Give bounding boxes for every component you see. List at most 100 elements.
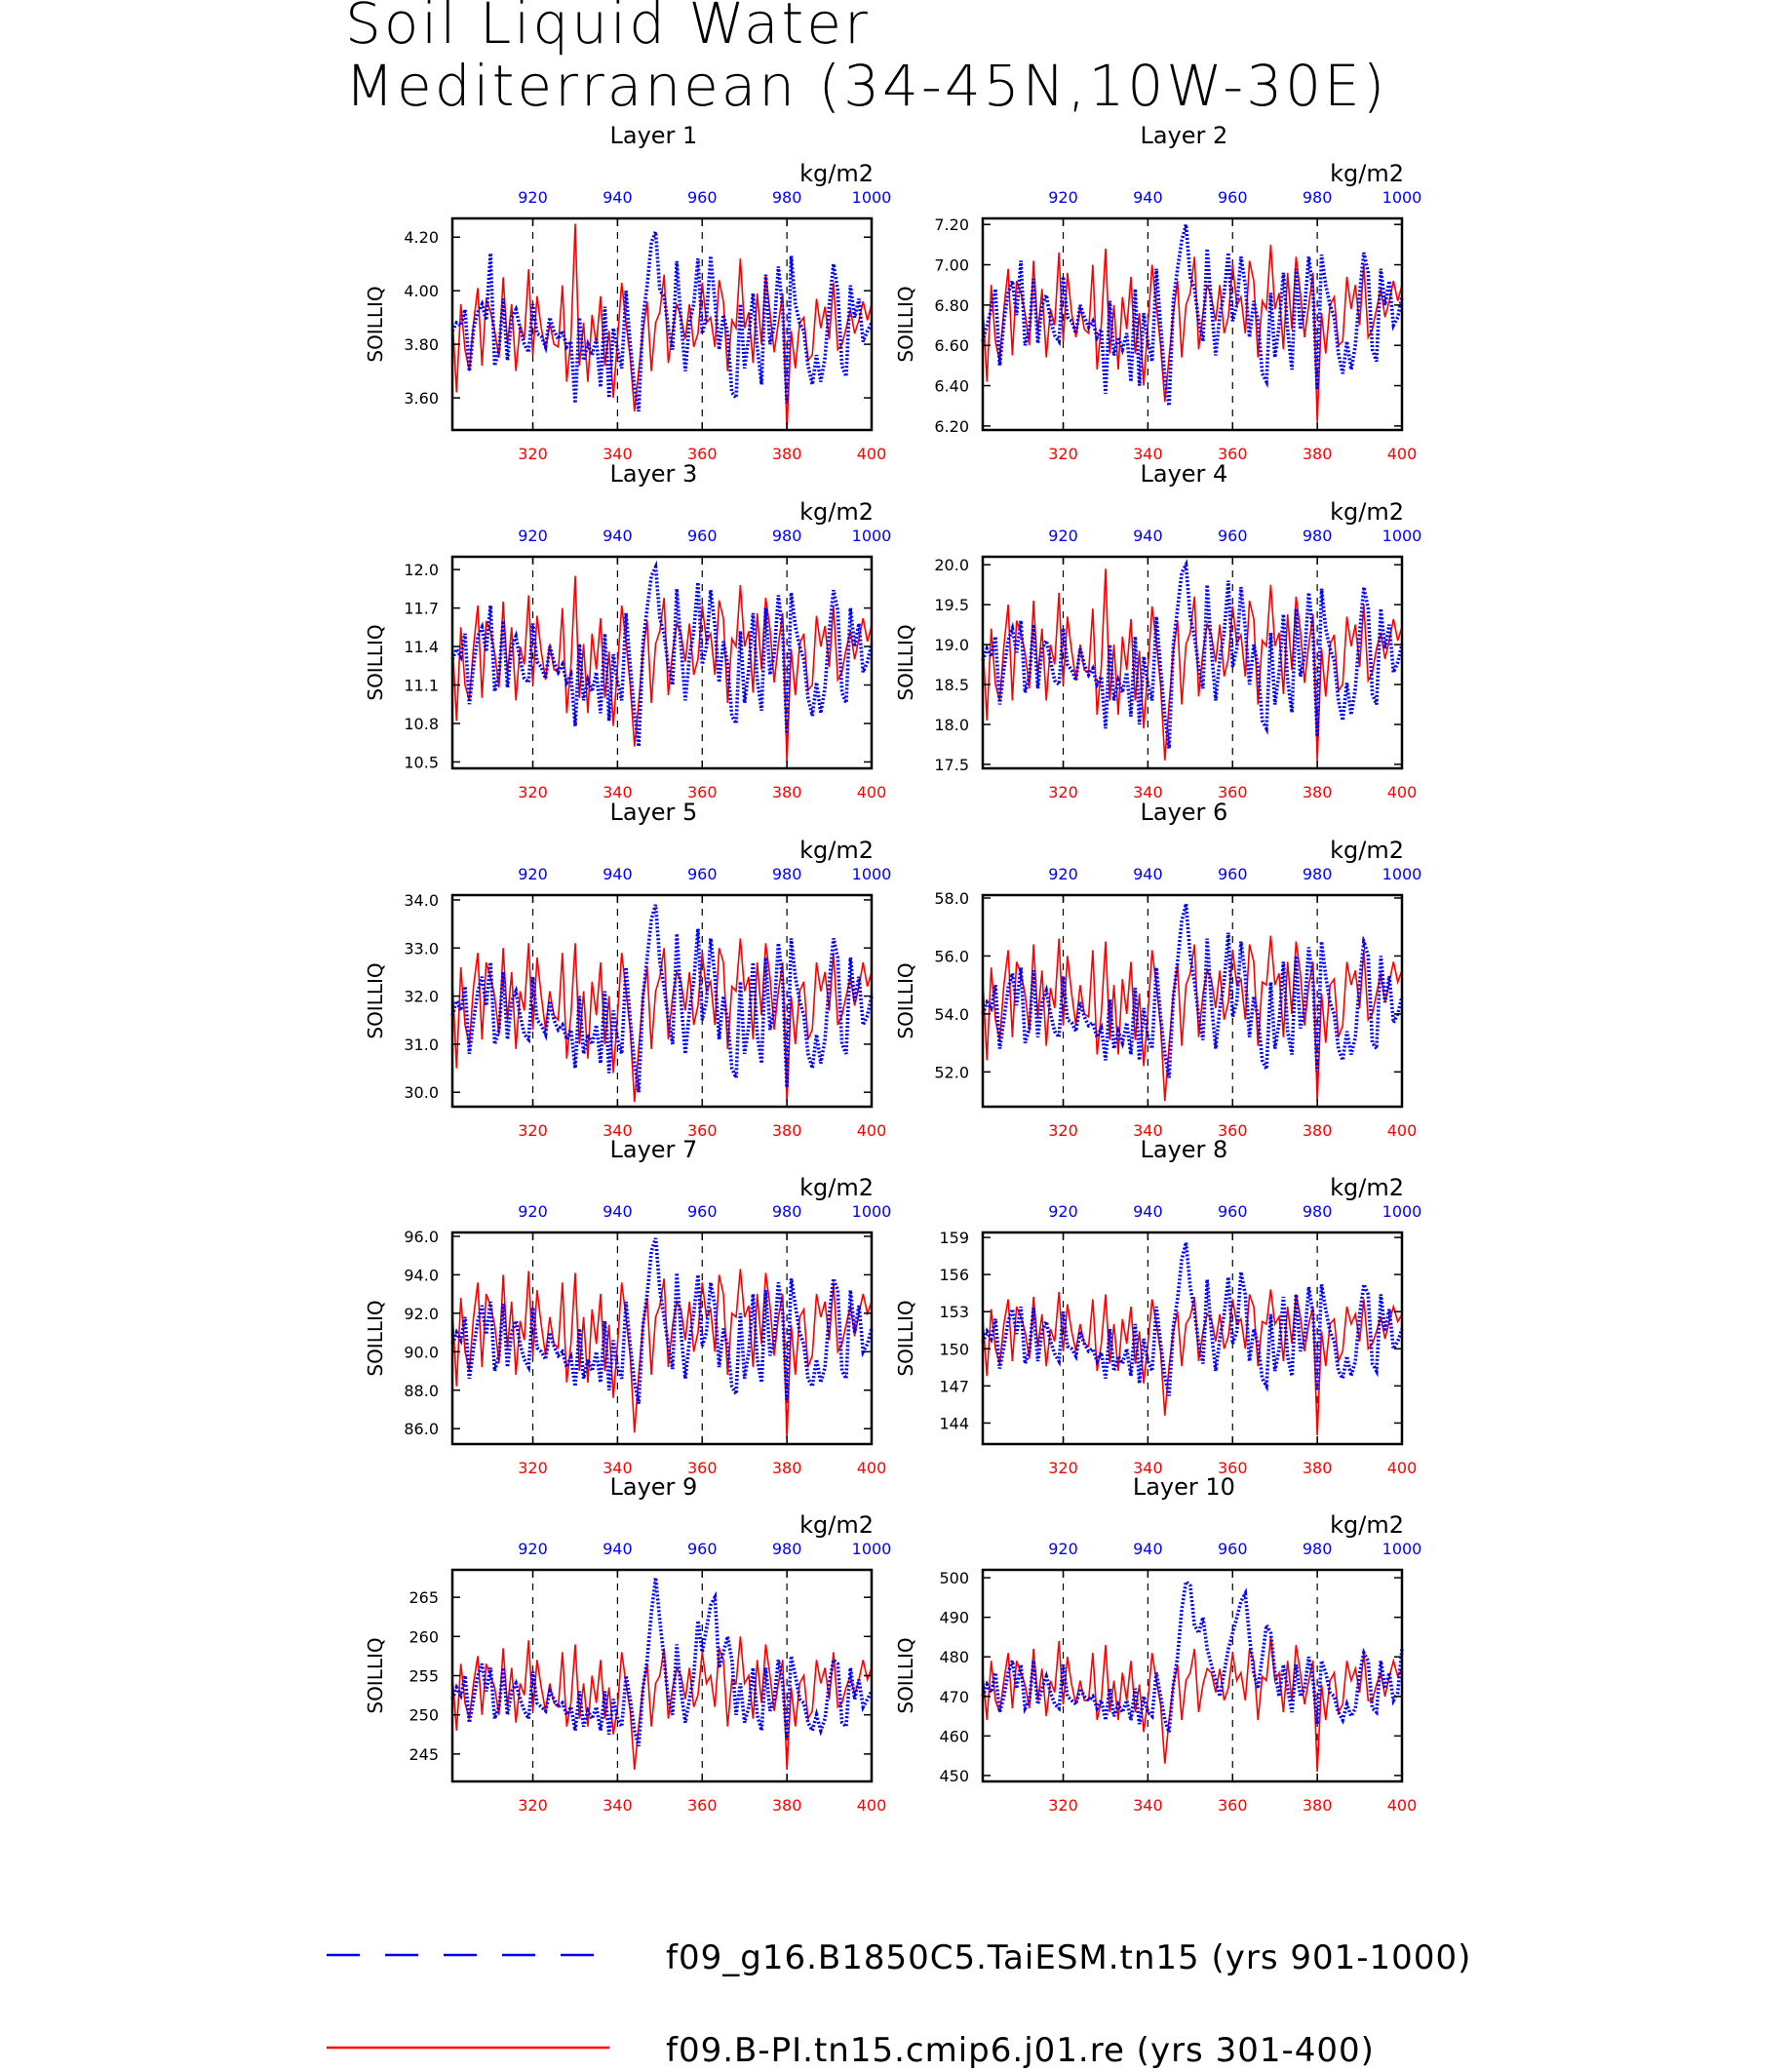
units-label: kg/m2 [799,1174,874,1201]
y-tick-label: 7.00 [934,256,969,275]
plot-frame [450,893,874,1109]
x-top-tick-label: 920 [518,1540,548,1558]
series-line-a [450,904,874,1093]
x-tick-label: 400 [1387,783,1418,801]
y-tick-label: 6.40 [934,377,969,396]
y-tick-label: 19.0 [934,636,969,654]
x-tick-label: 400 [1387,1459,1418,1477]
x-top-tick-label: 1000 [852,865,892,883]
x-top-tick-label: 960 [1218,188,1248,207]
y-axis-label: SOILLIQ [894,1637,917,1713]
x-tick-label: 320 [518,1796,548,1815]
y-axis-label: SOILLIQ [894,1300,917,1376]
panel-title: Layer 3 [609,460,697,488]
y-tick-label: 10.5 [404,753,439,771]
x-top-tick-label: 980 [1303,188,1333,207]
x-top-tick-label: 960 [687,1202,718,1221]
legend-entry-series-a: f09_g16.B1850C5.TaiESM.tn15 (yrs 901-100… [0,1931,1790,1979]
series-line-a [981,903,1404,1078]
x-top-tick-label: 920 [518,527,548,545]
y-tick-label: 52.0 [934,1063,969,1081]
y-axis-label: SOILLIQ [894,286,917,362]
x-tick-label: 400 [857,1796,887,1815]
x-tick-label: 360 [1218,1121,1248,1140]
series-line-b [982,1636,1403,1772]
x-tick-label: 380 [1303,1459,1333,1477]
y-tick-label: 255 [409,1667,439,1686]
series-line-b [982,1289,1403,1436]
series-line-a [450,1577,874,1747]
panel-layer-9: 320 340 360 380 400 920 940 960 980 1000 245 250 255… [364,1473,891,1815]
x-top-tick-label: 940 [1133,1202,1163,1221]
x-top-tick-label: 940 [603,188,633,207]
x-tick-label: 320 [1048,1121,1078,1140]
figure-title-line-2: Mediterranean (34-45N,10W-30E) [345,53,1388,119]
legend-label-series-b: f09.B-PI.tn15.cmip6.j01.re (yrs 301-400) [666,2031,1375,2070]
x-top-tick-label: 980 [772,188,802,207]
x-top-tick-label: 1000 [852,1202,892,1221]
y-tick-label: 6.80 [934,296,969,315]
x-top-tick-label: 920 [1048,865,1078,883]
y-tick-label: 94.0 [404,1266,439,1284]
units-label: kg/m2 [1330,1174,1404,1201]
x-top-tick-label: 960 [687,1540,718,1558]
x-top-tick-label: 940 [1133,1540,1163,1558]
x-tick-label: 400 [1387,1796,1418,1815]
x-top-tick-label: 960 [1218,865,1248,883]
x-top-tick-label: 920 [518,1202,548,1221]
y-tick-label: 450 [939,1767,969,1785]
x-tick-label: 340 [603,783,633,801]
y-tick-label: 460 [939,1727,969,1745]
legend-line-series-a [327,1953,609,1957]
x-tick-label: 340 [1133,783,1163,801]
x-top-tick-label: 960 [687,865,718,883]
y-tick-label: 147 [939,1377,969,1395]
x-top-tick-label: 1000 [1382,865,1422,883]
x-tick-label: 340 [603,445,633,463]
plot-frame [981,555,1404,770]
series-line-a [450,231,874,412]
x-top-tick-label: 940 [1133,527,1163,545]
plot-frame [450,1568,874,1783]
y-tick-label: 18.0 [934,716,969,734]
plot-frame [450,555,874,770]
x-tick-label: 340 [603,1121,633,1140]
x-top-tick-label: 920 [1048,1540,1078,1558]
y-tick-label: 30.0 [404,1083,439,1102]
panel-title: Layer 10 [1133,1473,1235,1501]
y-tick-label: 19.5 [934,596,969,614]
y-tick-label: 6.20 [934,417,969,436]
series-line-b [451,1269,873,1439]
x-tick-label: 320 [518,445,548,463]
x-top-tick-label: 980 [772,527,802,545]
y-tick-label: 12.0 [404,561,439,579]
x-tick-label: 400 [1387,445,1418,463]
y-axis-label: SOILLIQ [364,962,387,1038]
units-label: kg/m2 [799,160,874,187]
x-tick-label: 360 [1218,1796,1248,1815]
panel-layer-6: 320 340 360 380 400 920 940 960 980 1000 52.0 54.0 5… [894,799,1421,1140]
panel-layer-7: 320 340 360 380 400 920 940 960 980 1000 86.0 88.0 9… [364,1136,891,1477]
series-line-b [451,223,873,431]
y-axis-label: SOILLIQ [364,624,387,700]
x-top-tick-label: 940 [603,1202,633,1221]
y-tick-label: 265 [409,1588,439,1607]
series-line-a [450,1237,874,1404]
x-tick-label: 380 [1303,445,1333,463]
y-tick-label: 153 [939,1303,969,1321]
y-tick-label: 490 [939,1609,969,1627]
x-tick-label: 340 [1133,1121,1163,1140]
series-line-b [451,938,873,1103]
y-tick-label: 156 [939,1266,969,1284]
y-tick-label: 480 [939,1648,969,1666]
panel-title: Layer 6 [1140,799,1227,826]
x-top-tick-label: 980 [1303,527,1333,545]
x-tick-label: 380 [1303,1796,1333,1815]
x-tick-label: 380 [772,445,802,463]
x-top-tick-label: 1000 [1382,188,1422,207]
panel-layer-4: 320 340 360 380 400 920 940 960 980 1000 17.5 18.0 1… [894,460,1421,801]
x-top-tick-label: 1000 [1382,527,1422,545]
x-tick-label: 380 [1303,783,1333,801]
x-tick-label: 400 [857,445,887,463]
x-tick-label: 360 [1218,1459,1248,1477]
